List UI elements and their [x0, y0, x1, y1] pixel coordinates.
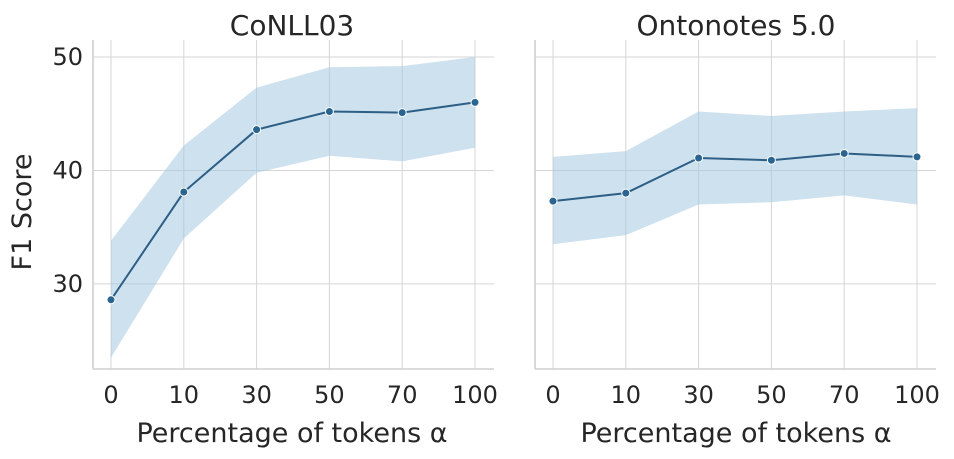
chart-title: CoNLL03	[230, 9, 354, 42]
x-tick-label: 10	[169, 381, 200, 409]
y-tick-label: 50	[52, 43, 83, 71]
data-point-30	[252, 125, 262, 135]
series-line	[552, 152, 918, 203]
x-tick-label: 50	[756, 381, 787, 409]
x-tick-label: 70	[387, 381, 418, 409]
data-point-50	[324, 106, 334, 116]
data-point-50	[766, 155, 776, 165]
x-tick-labels: 0 10 30 50 70 100	[103, 381, 498, 409]
series-line	[110, 101, 476, 301]
data-point-10	[179, 187, 189, 197]
data-point-30	[694, 153, 704, 163]
x-tick-label: 50	[314, 381, 345, 409]
data-points	[548, 148, 922, 206]
x-tick-label: 30	[683, 381, 714, 409]
data-point-0	[106, 295, 116, 305]
x-tick-label: 70	[829, 381, 860, 409]
data-point-70	[839, 148, 849, 158]
y-tick-label: 40	[52, 156, 83, 184]
x-tick-label: 0	[545, 381, 560, 409]
data-point-100	[470, 97, 480, 107]
data-point-70	[397, 108, 407, 118]
x-tick-label: 10	[611, 381, 642, 409]
y-axis-label: F1 Score	[7, 154, 38, 271]
x-tick-label: 100	[894, 381, 940, 409]
confidence-band	[553, 108, 917, 245]
y-tick-labels: 30 40 50	[52, 43, 83, 298]
data-point-100	[912, 152, 922, 162]
x-tick-label: 0	[103, 381, 118, 409]
x-axis-label: Percentage of tokens α	[136, 418, 447, 449]
data-points	[106, 97, 480, 305]
chart-title: Ontonotes 5.0	[637, 9, 836, 42]
data-point-10	[621, 188, 631, 198]
subplot-ontonotes: 0 10 30 50 70 100 Ontonotes 5.0 Percentage of…	[534, 9, 940, 449]
x-tick-label: 100	[452, 381, 498, 409]
x-axis-label: Percentage of tokens α	[580, 418, 891, 449]
data-point-0	[548, 196, 558, 206]
y-tick-label: 30	[52, 270, 83, 298]
subplot-conll03: 0 10 30 50 70 100 30 40 50 CoNLL03 Percentage o…	[7, 9, 498, 449]
x-tick-label: 30	[241, 381, 272, 409]
confidence-band	[111, 57, 475, 358]
x-tick-labels: 0 10 30 50 70 100	[545, 381, 940, 409]
